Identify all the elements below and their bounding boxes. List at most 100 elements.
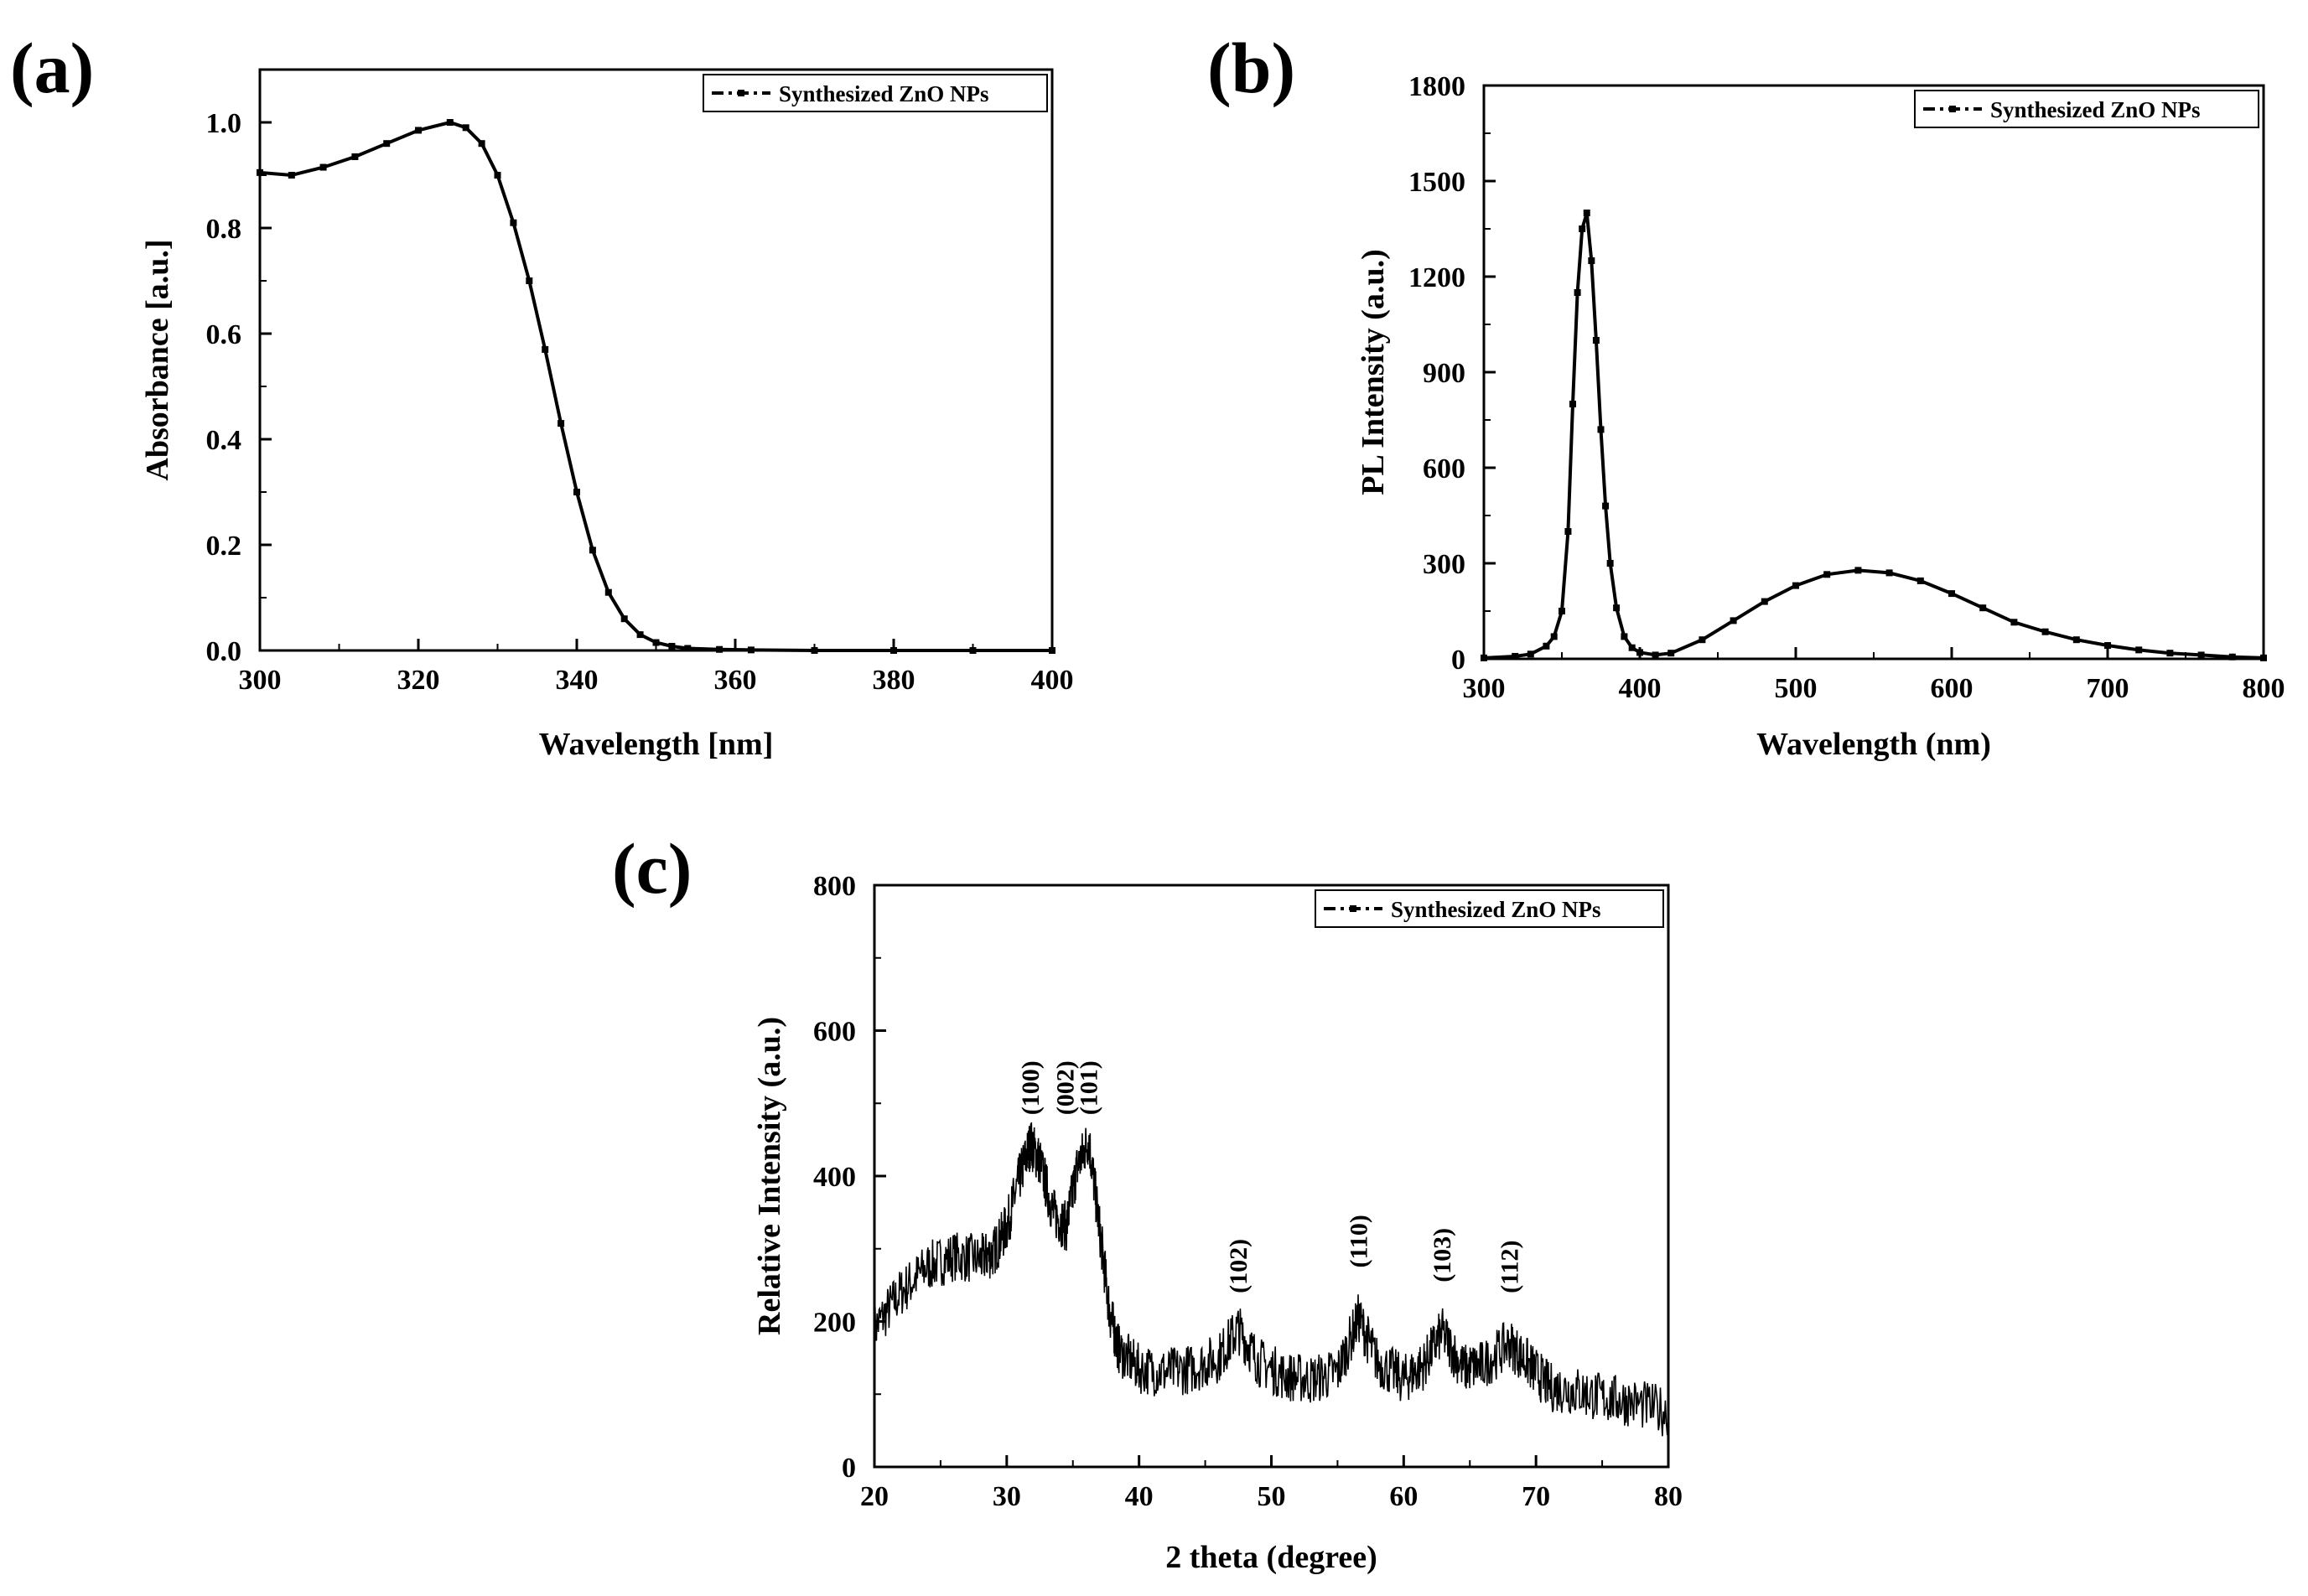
x-tick-label: 300 — [1463, 673, 1506, 704]
x-tick-label: 80 — [1654, 1481, 1683, 1512]
data-point — [1636, 649, 1643, 656]
panel-label: (c) — [612, 828, 692, 909]
x-tick-label: 70 — [1522, 1481, 1550, 1512]
legend-label: Synthesized ZnO NPs — [779, 81, 989, 106]
y-tick-label: 0.0 — [206, 636, 242, 667]
legend-box — [1914, 90, 2259, 128]
data-point — [652, 639, 660, 646]
data-point — [589, 547, 596, 554]
data-point — [446, 119, 454, 126]
data-point — [1667, 650, 1675, 657]
data-point — [2228, 653, 2236, 661]
data-point — [2072, 636, 2080, 644]
data-point — [969, 647, 977, 654]
data-point — [2260, 654, 2267, 661]
peak-label: (110) — [1346, 1215, 1373, 1267]
data-point — [811, 647, 818, 654]
peak-label: (103) — [1429, 1228, 1456, 1282]
data-point — [1559, 608, 1565, 614]
data-point — [1049, 647, 1055, 654]
y-tick-label: 0 — [1451, 645, 1465, 676]
data-point — [1574, 289, 1581, 296]
data-point — [1699, 636, 1706, 644]
data-point — [1602, 502, 1610, 510]
panel-b: (b)300 400 500 600 700 8000300600900120015001… — [1207, 28, 2285, 762]
data-point — [890, 647, 897, 654]
peak-label: (101) — [1076, 1060, 1103, 1115]
data-point — [1512, 652, 1519, 660]
data-point — [620, 615, 628, 623]
peak-label: (002) — [1051, 1060, 1079, 1115]
legend-label: Synthesized ZnO NPs — [1990, 97, 2201, 122]
data-point — [2041, 628, 2049, 635]
x-tick-label: 400 — [1031, 665, 1074, 696]
data-point — [668, 642, 676, 650]
x-axis-label: 2 theta (degree) — [1165, 1540, 1377, 1575]
y-tick-label: 600 — [813, 1017, 856, 1048]
legend-label: Synthesized ZnO NPs — [1391, 897, 1601, 922]
y-axis-label: Relative Intensity (a.u.) — [752, 1017, 787, 1335]
data-point — [1730, 617, 1737, 624]
data-point — [716, 645, 724, 653]
y-tick-label: 800 — [813, 871, 856, 902]
data-point — [558, 420, 565, 428]
data-point — [288, 172, 295, 179]
data-point — [1652, 651, 1659, 659]
data-point — [1606, 560, 1614, 567]
data-point — [1948, 590, 1955, 598]
series-line — [1483, 212, 2264, 660]
data-point — [526, 277, 533, 284]
data-point — [542, 345, 549, 353]
legend-marker — [738, 90, 744, 96]
y-axis-label: PL Intensity (a.u.) — [1356, 249, 1391, 495]
data-point — [1979, 604, 1987, 612]
y-tick-label: 0.6 — [206, 319, 242, 350]
data-point — [1621, 633, 1628, 640]
y-tick-label: 1500 — [1408, 167, 1465, 198]
data-point — [684, 645, 692, 652]
panel-a: (a) 300 320 340 360 380 400 0.0 0.2 0.4 0.6 0.8 1.0 W… — [10, 28, 1074, 762]
legend-marker — [1350, 905, 1356, 912]
data-point — [1569, 401, 1577, 407]
data-point — [1583, 210, 1590, 216]
peak-label: (102) — [1225, 1239, 1253, 1293]
data-point — [2135, 646, 2143, 654]
x-tick-label: 340 — [556, 665, 599, 696]
data-point — [478, 140, 485, 148]
x-tick-label: 400 — [1619, 673, 1662, 704]
legend-box — [703, 74, 1048, 112]
data-point — [319, 163, 327, 171]
y-tick-label: 0 — [842, 1453, 856, 1484]
peak-label: (112) — [1496, 1240, 1524, 1293]
data-point — [2010, 619, 2018, 626]
legend-marker — [1949, 106, 1956, 112]
data-point — [462, 124, 469, 132]
plot-frame — [258, 68, 1054, 652]
y-tick-label: 400 — [813, 1162, 856, 1193]
y-tick-label: 1.0 — [206, 108, 242, 139]
data-point — [1823, 571, 1831, 578]
data-point — [383, 140, 391, 148]
x-tick-label: 800 — [2243, 673, 2285, 704]
x-axis-label: Wavelength (nm) — [1756, 727, 1991, 762]
y-tick-label: 200 — [813, 1308, 856, 1339]
x-tick-label: 60 — [1389, 1481, 1418, 1512]
series-line — [874, 1122, 1668, 1437]
panel-label: (a) — [10, 28, 94, 108]
data-point — [351, 153, 359, 160]
data-point — [1564, 528, 1572, 535]
data-point — [2166, 650, 2174, 657]
data-point — [1527, 650, 1534, 658]
x-axis-label: Wavelength [nm] — [539, 727, 774, 762]
y-tick-label: 600 — [1423, 453, 1465, 484]
peak-label: (100) — [1017, 1060, 1045, 1115]
data-point — [636, 631, 644, 639]
legend-box — [1315, 889, 1664, 928]
y-tick-label: 0.4 — [206, 425, 242, 456]
y-tick-label: 0.2 — [206, 531, 242, 562]
x-tick-label: 600 — [1931, 673, 1973, 704]
data-point — [1761, 598, 1768, 605]
x-tick-label: 360 — [714, 665, 757, 696]
